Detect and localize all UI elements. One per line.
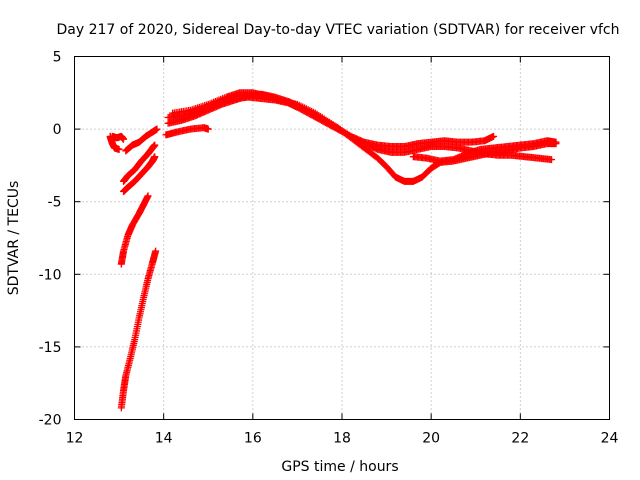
series-arc-l (409, 137, 560, 165)
y-tick-label: -15 (39, 340, 62, 356)
data-point (144, 192, 152, 200)
y-tick-label: 0 (53, 122, 62, 138)
data-point (204, 125, 212, 133)
series-arc-e (120, 153, 159, 196)
x-tick-label: 20 (422, 431, 440, 447)
plot-frame (74, 56, 610, 420)
series-arc-b (108, 132, 128, 143)
y-axis-label: SDTVAR / TECUs (6, 181, 22, 296)
tick-labels: 12 14 16 18 20 22 24 -20 -15 -10 -5 0 5 (39, 50, 619, 447)
data-point (115, 145, 123, 153)
x-tick-label: 14 (155, 431, 173, 447)
series-arc-g (117, 247, 160, 412)
data-point (548, 156, 556, 164)
data-point (490, 132, 498, 140)
x-tick-label: 22 (511, 431, 529, 447)
series-arc-d (120, 141, 159, 185)
y-tick-label: -5 (48, 195, 62, 211)
data-point (552, 138, 560, 146)
y-tick-label: -10 (39, 267, 62, 283)
chart-title: Day 217 of 2020, Sidereal Day-to-day VTE… (56, 22, 619, 38)
series-arc-c (122, 125, 161, 155)
data-point (151, 153, 159, 161)
data-point (151, 141, 159, 149)
x-axis-label: GPS time / hours (281, 459, 398, 475)
x-tick-label: 12 (66, 431, 84, 447)
series-arc-h (162, 124, 212, 139)
data-points (106, 89, 560, 412)
x-tick-label: 24 (601, 431, 619, 447)
y-tick-label: 5 (53, 50, 62, 66)
grid-layer (74, 56, 610, 420)
series-arc-k (169, 89, 498, 151)
y-tick-label: -20 (39, 413, 62, 429)
x-tick-label: 18 (333, 431, 351, 447)
series-arc-f (117, 192, 152, 268)
data-point (153, 125, 161, 133)
x-tick-label: 16 (244, 431, 262, 447)
data-point (152, 247, 160, 255)
data-point (120, 135, 128, 143)
